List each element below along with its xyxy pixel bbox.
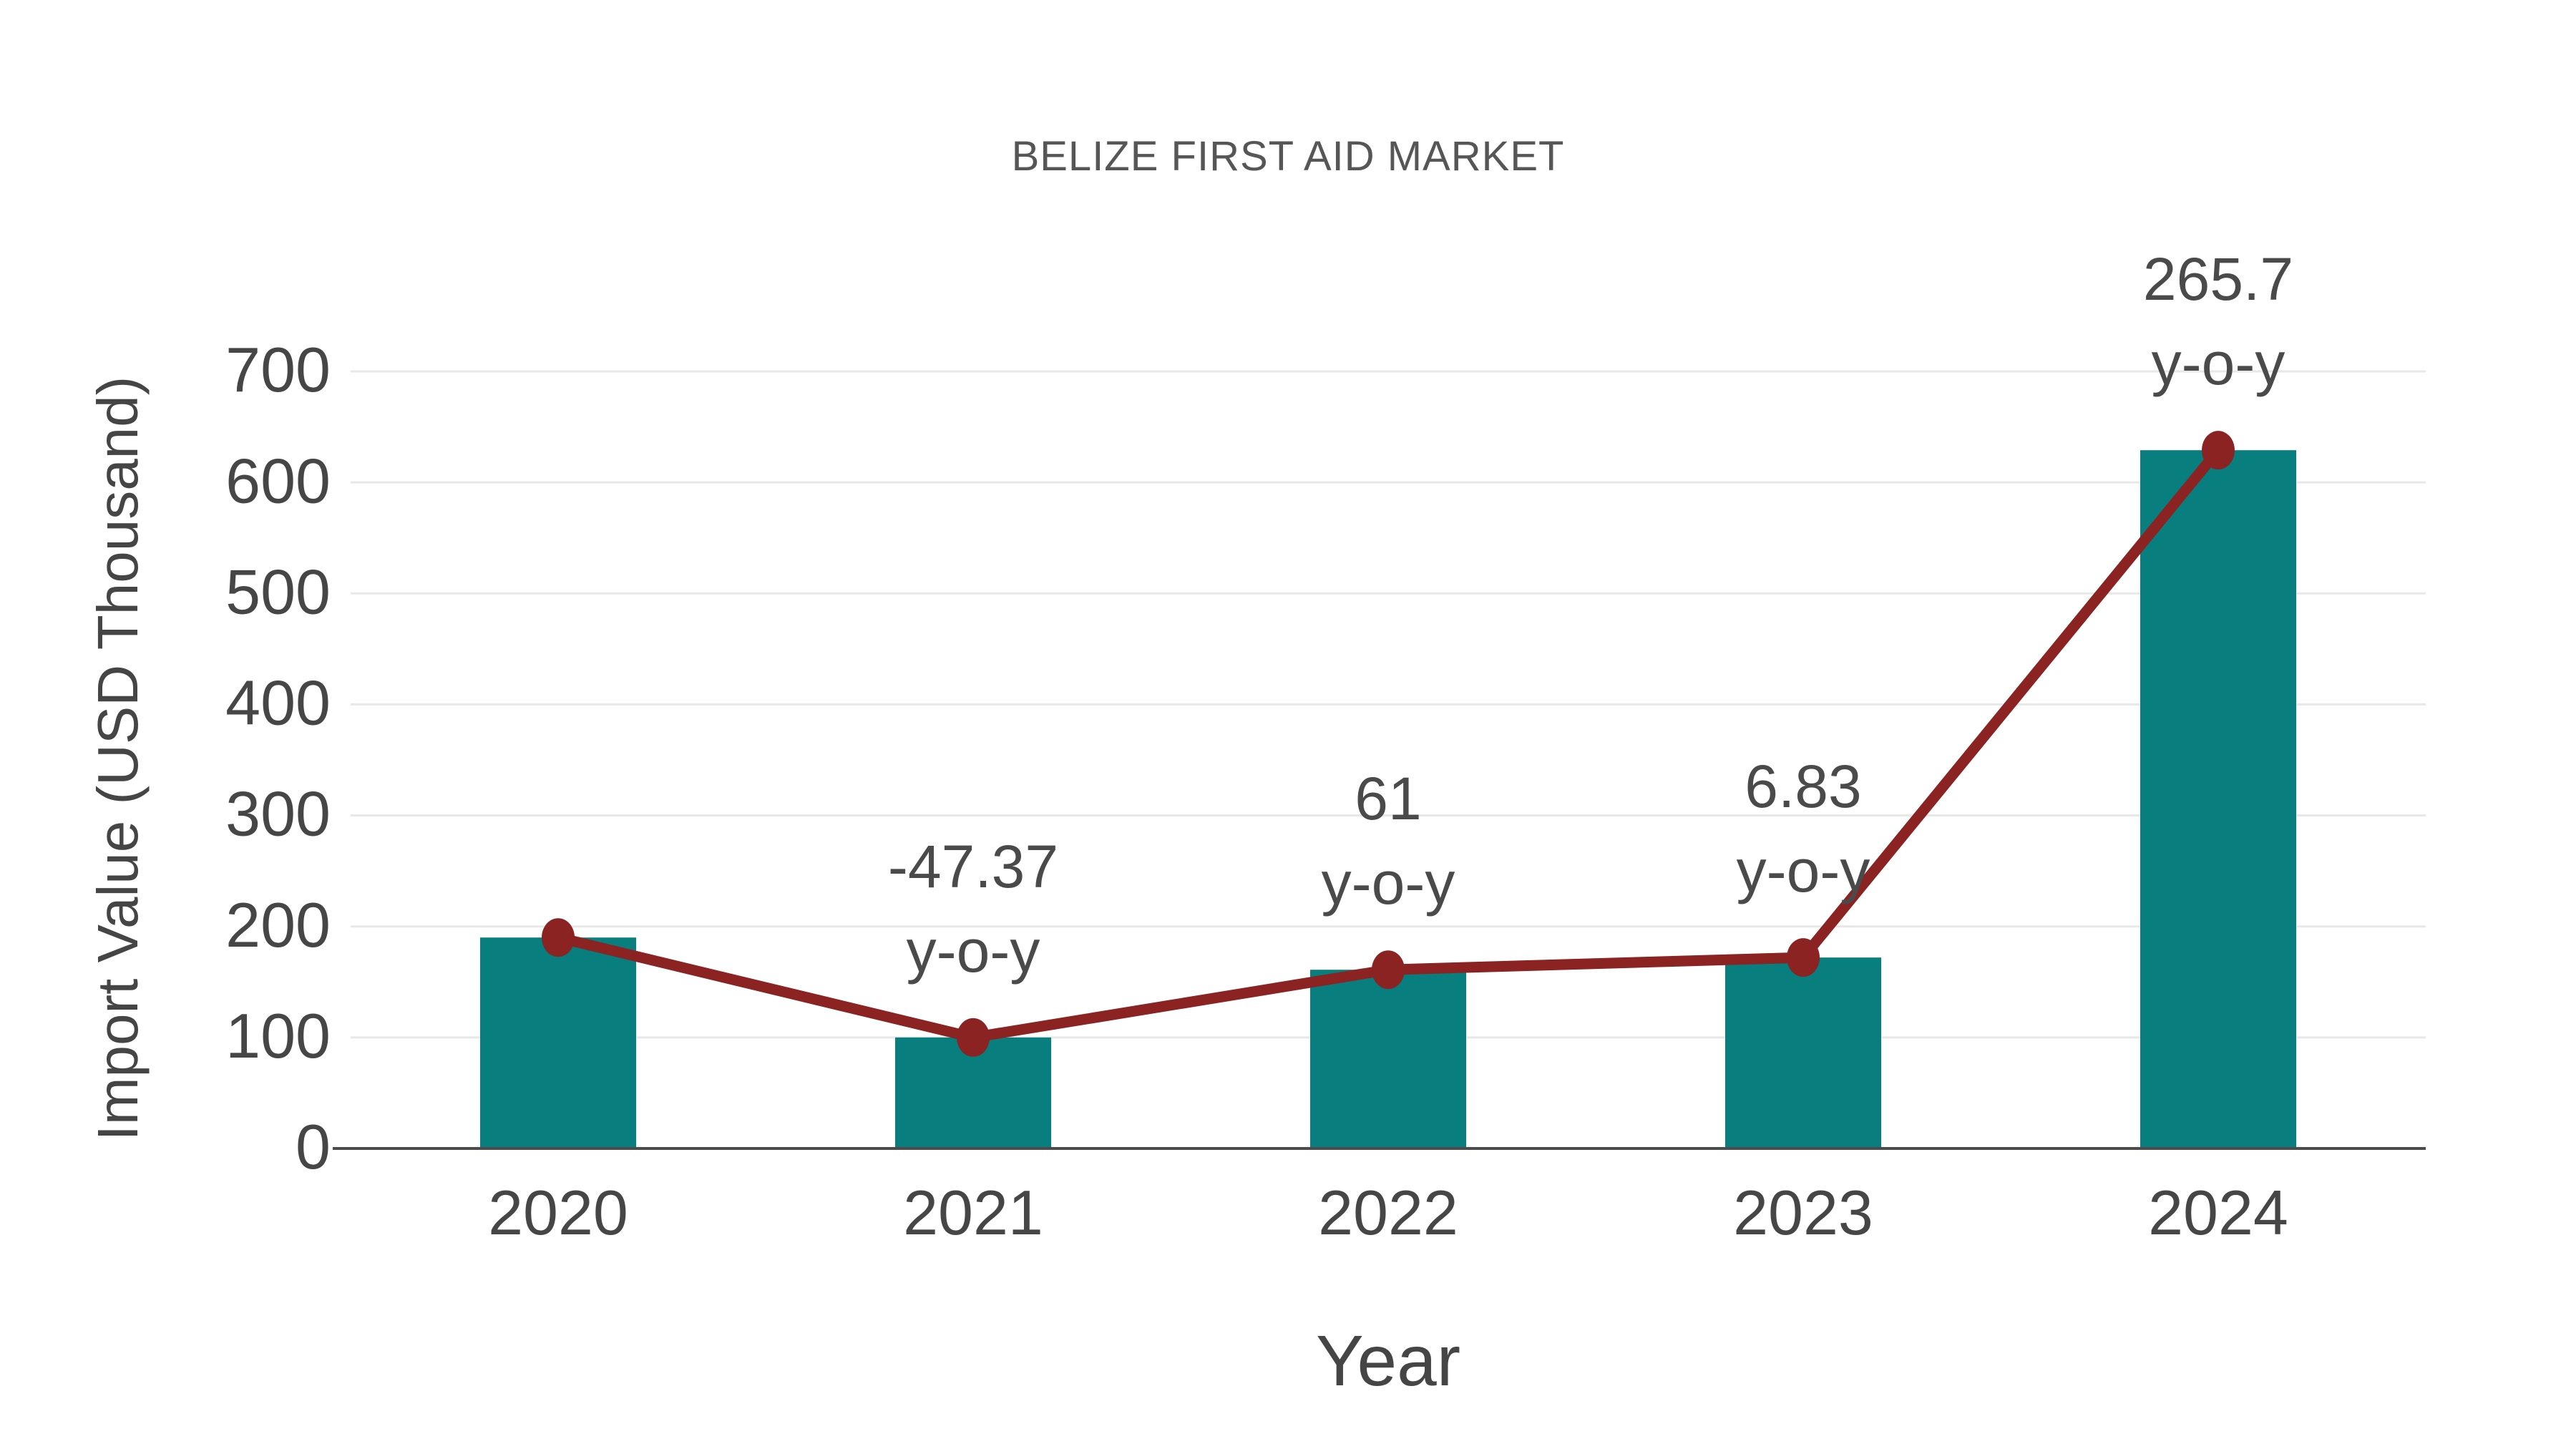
chart-title: BELIZE FIRST AID MARKET	[1011, 133, 1565, 180]
x-axis-title: Year	[1315, 1321, 1461, 1401]
bar-2022	[1310, 970, 1466, 1148]
x-tick-label-2020: 2020	[488, 1177, 628, 1248]
line-point-2024	[2202, 431, 2235, 470]
annotation-2021-suffix: y-o-y	[907, 917, 1040, 985]
annotation-2022-value: 61	[1355, 765, 1421, 832]
annotation-2021-value: -47.37	[888, 833, 1058, 900]
x-tick-label-2021: 2021	[903, 1177, 1043, 1248]
annotation-2024-suffix: y-o-y	[2152, 330, 2285, 397]
x-tick-label-2023: 2023	[1733, 1177, 1873, 1248]
y-tick-label-300: 300	[225, 779, 331, 849]
bar-2020	[480, 937, 636, 1148]
annotation-2023-suffix: y-o-y	[1737, 837, 1870, 904]
line-point-2023	[1787, 938, 1820, 977]
trend-line	[557, 447, 2223, 1043]
y-tick-label-700: 700	[225, 334, 331, 405]
annotation-2023-value: 6.83	[1745, 753, 1862, 820]
x-tick-label-2022: 2022	[1318, 1177, 1458, 1248]
y-tick-label-100: 100	[225, 1000, 331, 1071]
annotation-2024-value: 265.7	[2143, 245, 2293, 313]
y-tick-label-600: 600	[225, 445, 331, 516]
line-point-2021	[957, 1018, 990, 1057]
line-point-2022	[1372, 950, 1405, 990]
y-tick-label-500: 500	[225, 556, 331, 627]
x-tick-label-2024: 2024	[2148, 1177, 2288, 1248]
bar-2024	[2140, 450, 2296, 1148]
y-tick-label-400: 400	[225, 668, 331, 738]
line-point-2020	[542, 918, 575, 957]
bar-2023	[1725, 957, 1881, 1148]
annotation-2022-suffix: y-o-y	[1322, 849, 1455, 917]
y-tick-label-200: 200	[225, 889, 331, 960]
y-tick-label-0: 0	[296, 1111, 331, 1182]
